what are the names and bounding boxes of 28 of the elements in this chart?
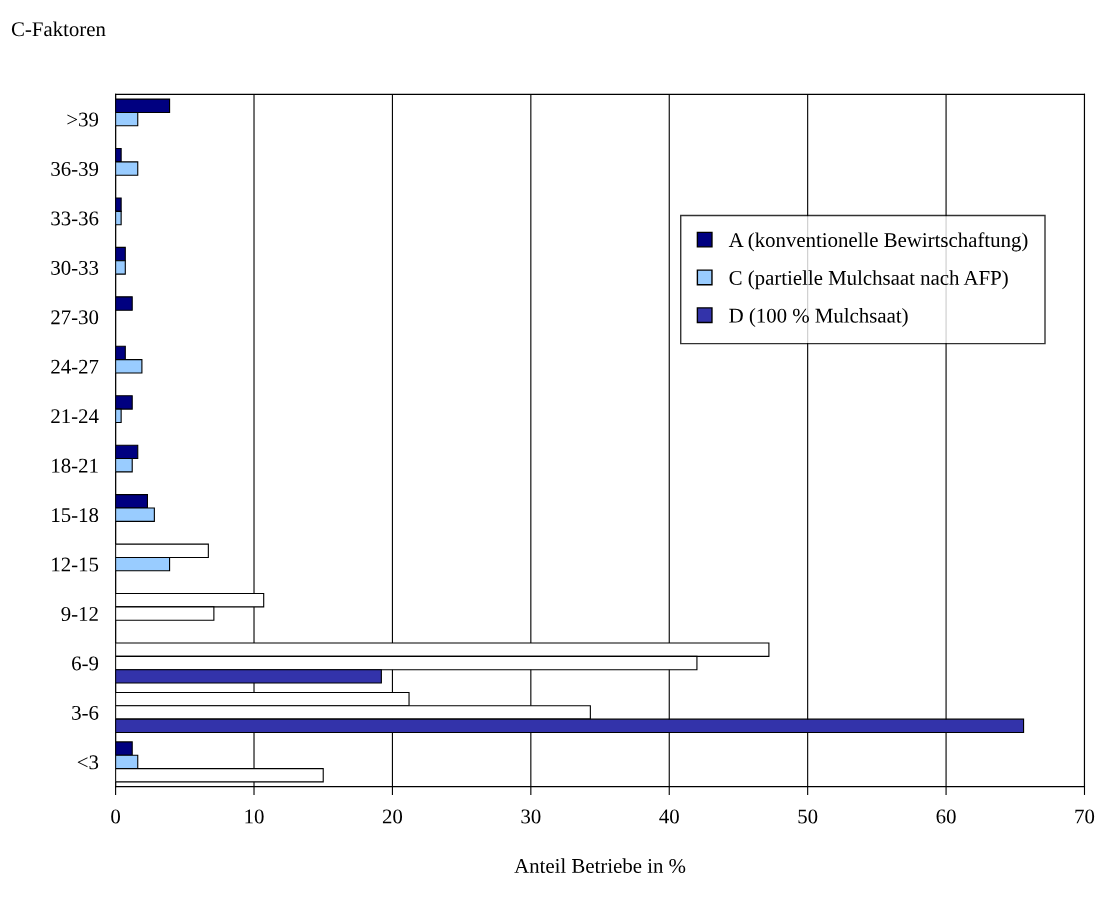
x-tick-label: 50 — [798, 809, 818, 824]
legend-label: C (partielle Mulchsaat nach AFP) — [729, 270, 1008, 290]
y-tick-label: >39 — [67, 112, 99, 127]
legend-label: D (100 % Mulchsaat) — [729, 308, 908, 327]
y-tick-label: 27-30 — [51, 310, 99, 325]
y-axis-title: C-Faktoren — [11, 21, 106, 37]
x-tick-label: 0 — [111, 809, 121, 824]
y-tick-label: 12-15 — [52, 557, 99, 572]
y-tick-label: <3 — [77, 755, 99, 770]
y-tick-label: 3-6 — [72, 705, 99, 720]
y-tick-label: 15-18 — [52, 508, 99, 523]
x-tick-label: 10 — [245, 809, 264, 824]
bar — [115, 296, 133, 311]
x-tick-label: 20 — [382, 809, 403, 824]
y-tick-label: 18-21 — [52, 458, 98, 473]
y-tick-label: 36-39 — [51, 162, 99, 176]
y-tick-label: 30-33 — [51, 260, 99, 275]
y-tick-label: 9-12 — [61, 607, 98, 621]
legend-label: A (konventionelle Bewirtschaftung) — [728, 232, 1028, 252]
x-tick-label: 60 — [936, 809, 956, 824]
x-tick-label: 40 — [659, 809, 679, 824]
y-tick-label: 6-9 — [72, 656, 99, 671]
y-tick-label: 33-36 — [51, 211, 99, 226]
y-tick-label: 21-24 — [51, 409, 99, 424]
y-tick-label: 24-27 — [51, 359, 99, 374]
x-axis-title: Anteil Betriebe in % — [514, 858, 686, 874]
x-tick-label: 70 — [1075, 809, 1095, 824]
x-tick-label: 30 — [521, 809, 541, 824]
